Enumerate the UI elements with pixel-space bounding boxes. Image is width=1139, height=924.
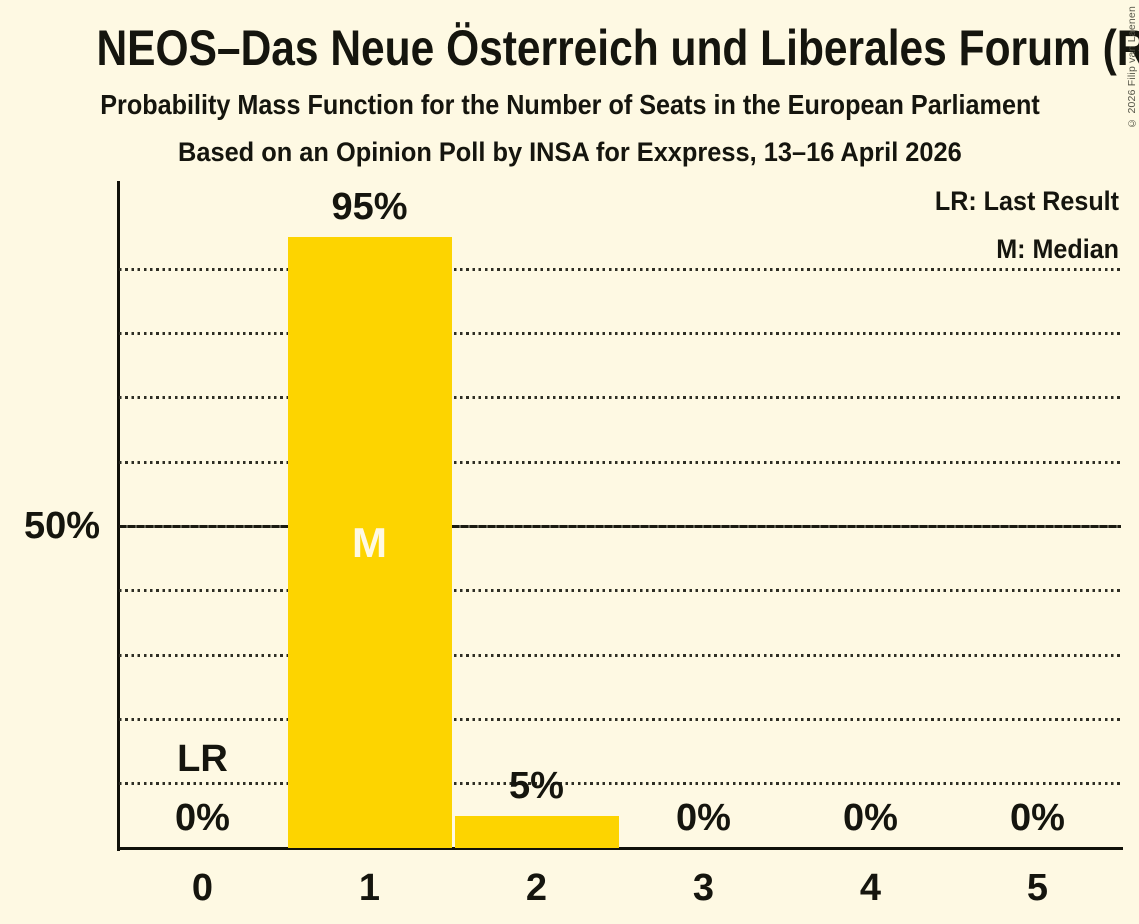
gridline-30pct: [119, 653, 1121, 657]
y-axis-tick-label: 50%: [23, 505, 100, 547]
gridline-20pct: [119, 717, 1121, 721]
gridline-90pct: [119, 267, 1121, 271]
legend: LR: Last Result M: Median: [921, 177, 1119, 273]
value-label-seats-3: 0%: [676, 797, 731, 839]
x-axis-label-0: 0: [191, 867, 214, 909]
copyright-notice: © 2026 Filip van Laenen: [1126, 6, 1138, 129]
plot-area: 0% LR 95% M 5% 0% 0% 0%: [119, 187, 1121, 848]
x-axis-label-4: 4: [859, 867, 882, 909]
gridline-10pct: [119, 782, 1121, 786]
bar-seats-2: [454, 815, 619, 848]
x-axis-labels: 0 1 2 3 4 5: [119, 864, 1121, 914]
x-axis-label-5: 5: [1026, 867, 1049, 909]
legend-median: M: Median: [996, 234, 1119, 264]
x-axis-label-1: 1: [358, 867, 381, 909]
x-axis-line: [117, 847, 1123, 850]
legend-last-result: LR: Last Result: [934, 186, 1119, 216]
value-label-seats-0: 0%: [175, 797, 230, 839]
value-label-seats-4: 0%: [843, 797, 898, 839]
value-label-seats-1: 95%: [331, 186, 408, 229]
median-marker: M: [352, 518, 387, 566]
gridline-50pct: [119, 525, 1121, 528]
x-axis-label-2: 2: [525, 867, 548, 909]
value-label-seats-2: 5%: [509, 764, 564, 807]
x-axis-label-3: 3: [692, 867, 715, 909]
gridline-80pct: [119, 332, 1121, 336]
y-axis-line: [117, 181, 120, 851]
value-label-seats-5: 0%: [1010, 797, 1065, 839]
chart-subtitle: Probability Mass Function for the Number…: [99, 89, 1040, 120]
last-result-marker: LR: [177, 738, 228, 780]
gridline-70pct: [119, 396, 1121, 400]
chart-title: NEOS–Das Neue Österreich und Liberales F…: [96, 20, 1139, 76]
bar-seats-1: [287, 237, 452, 848]
chart-source-line: Based on an Opinion Poll by INSA for Exx…: [177, 137, 962, 167]
gridline-60pct: [119, 460, 1121, 464]
gridline-40pct: [119, 589, 1121, 593]
